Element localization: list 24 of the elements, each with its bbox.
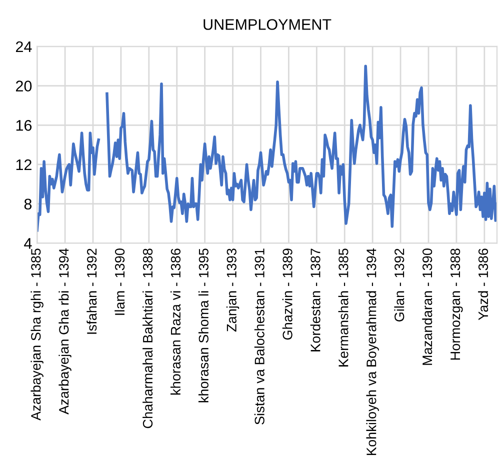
x-tick-label: Kordestan - 1387 bbox=[310, 248, 320, 352]
x-tick-label: Azarbayejan Sha rghi - 1385 bbox=[30, 248, 44, 420]
x-tick-label: Isfahan - 1392 bbox=[86, 248, 97, 334]
x-tick-label: khorasan Raza vi - 1386 bbox=[170, 248, 181, 395]
x-tick-label: Azarbayejan Gha rbi - 1394 bbox=[58, 248, 72, 414]
y-tick-label: 20 bbox=[16, 80, 32, 92]
x-tick-label: Hormozgan - 1388 bbox=[450, 248, 463, 360]
x-tick-label: Kohkiloyeh va Boyerahmad - 1394 bbox=[366, 248, 379, 455]
y-tick-label: 16 bbox=[16, 120, 32, 131]
y-tick-label: 8 bbox=[24, 198, 32, 210]
x-tick-label: Sistan va Balochestan - 1391 bbox=[254, 248, 264, 424]
x-tick-label: Zanjan - 1393 bbox=[226, 248, 240, 332]
x-tick-label: Chaharmahal Bakhtiari - 1388 bbox=[142, 248, 153, 428]
y-tick-label: 24 bbox=[16, 41, 32, 52]
x-tick-label: Gilan - 1392 bbox=[394, 248, 404, 322]
x-tick-label: khorasan Shoma li - 1395 bbox=[198, 248, 208, 402]
x-tick-label: Mazandaran - 1390 bbox=[422, 248, 432, 365]
y-tick-label: 12 bbox=[16, 159, 32, 170]
x-tick-label: Yazd - 1386 bbox=[478, 248, 488, 320]
chart-title: UNEMPLOYMENT bbox=[204, 19, 332, 30]
x-tick-label: Ilam - 1390 bbox=[114, 248, 125, 315]
x-tick-label: Ghazvin - 1389 bbox=[282, 248, 292, 340]
y-tick-label: 4 bbox=[24, 238, 32, 249]
x-tick-label: Kermanshah - 1385 bbox=[338, 248, 348, 366]
